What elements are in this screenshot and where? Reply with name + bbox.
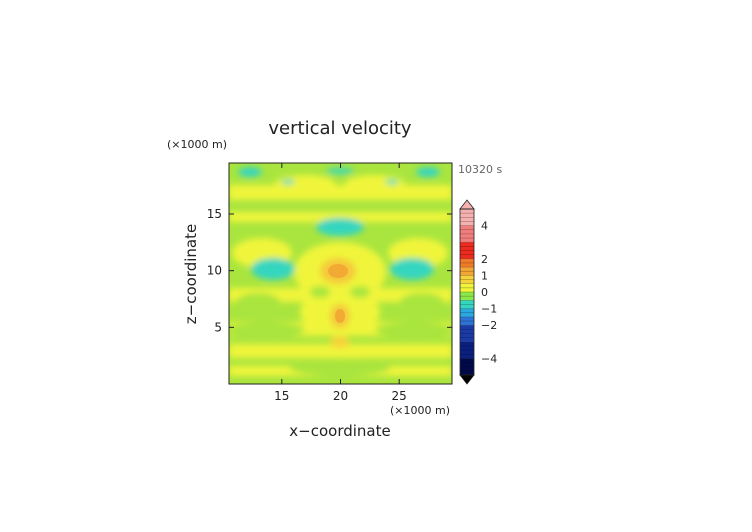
colorbar xyxy=(459,199,475,385)
y-tick-label: 5 xyxy=(214,320,222,334)
colorbar-level xyxy=(460,283,474,292)
colorbar-level xyxy=(460,292,474,301)
y-unit-label: (×1000 m) xyxy=(167,138,227,151)
colorbar-min-arrow xyxy=(459,374,475,385)
colorbar-max-arrow xyxy=(459,199,475,210)
colorbar-level xyxy=(460,325,474,342)
colorbar-level xyxy=(460,275,474,284)
x-axis-ticks: 15 20 25 xyxy=(274,163,407,403)
colorbar-tick-label: −4 xyxy=(481,352,497,365)
colorbar-level xyxy=(460,258,474,268)
colorbar-level xyxy=(460,267,474,276)
colorbar-ticks: 4 2 1 0 −1 −2 −4 xyxy=(481,220,497,366)
colorbar-level xyxy=(460,300,474,309)
contour-field xyxy=(229,163,452,384)
x-axis-title: x−coordinate xyxy=(289,422,390,440)
x-unit-label: (×1000 m) xyxy=(390,404,450,417)
y-axis-ticks: 5 10 15 xyxy=(207,207,452,334)
colorbar-level xyxy=(460,308,474,317)
colorbar-tick-label: 2 xyxy=(481,253,488,266)
x-tick-label: 20 xyxy=(333,389,348,403)
colorbar-tick-label: 0 xyxy=(481,286,488,299)
colorbar-level xyxy=(460,209,474,226)
y-axis-title: z−coordinate xyxy=(182,224,200,324)
colorbar-level xyxy=(460,242,474,259)
colorbar-level xyxy=(460,225,474,243)
colorbar-tick-label: 1 xyxy=(481,269,488,282)
colorbar-frame xyxy=(459,208,475,376)
colorbar-level xyxy=(460,358,474,375)
time-label: 10320 s xyxy=(458,163,502,176)
y-tick-label: 15 xyxy=(207,207,222,221)
colorbar-level xyxy=(460,341,474,359)
colorbar-tick-label: −1 xyxy=(481,303,497,316)
colorbar-level xyxy=(460,316,474,326)
y-tick-label: 10 xyxy=(207,264,222,278)
x-tick-label: 15 xyxy=(274,389,289,403)
chart-title: vertical velocity xyxy=(268,118,412,139)
colorbar-tick-label: 4 xyxy=(481,220,488,233)
x-tick-label: 25 xyxy=(392,389,407,403)
colorbar-tick-label: −2 xyxy=(481,319,497,332)
